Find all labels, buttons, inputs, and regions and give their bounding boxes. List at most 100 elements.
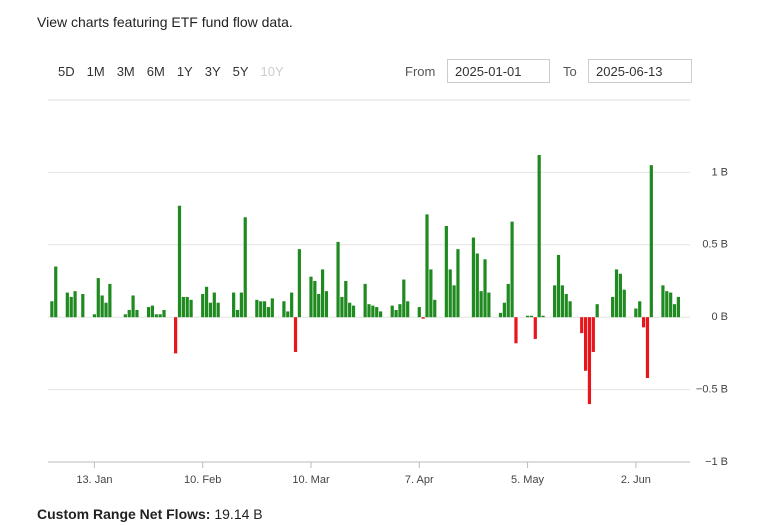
bar <box>181 296 185 318</box>
bar <box>510 221 514 318</box>
x-tick-label: 2. Jun <box>621 474 651 486</box>
bar <box>340 296 344 318</box>
bar <box>475 253 479 318</box>
bar <box>669 292 673 318</box>
bar <box>235 309 240 318</box>
bar <box>483 259 487 318</box>
y-tick-label: 0 B <box>711 311 728 323</box>
bar <box>92 314 97 318</box>
range-button[interactable]: 5D <box>58 64 75 79</box>
page-title: View charts featuring ETF fund flow data… <box>37 14 293 30</box>
bar <box>591 317 595 352</box>
bar <box>81 294 85 318</box>
bar <box>135 309 139 318</box>
bar <box>529 315 534 318</box>
bar <box>456 249 460 318</box>
bar <box>645 317 650 379</box>
bar <box>232 292 236 318</box>
bar <box>146 307 151 318</box>
range-button[interactable]: 5Y <box>232 64 249 79</box>
bar <box>104 302 108 318</box>
bar <box>564 294 568 318</box>
bar <box>479 291 483 318</box>
bar <box>514 317 518 344</box>
bar <box>618 273 622 318</box>
to-label: To <box>563 64 577 79</box>
bar <box>433 299 437 318</box>
bar <box>661 285 665 318</box>
bar <box>282 301 286 318</box>
bar <box>317 294 321 318</box>
from-input[interactable]: 2025-01-01 <box>447 59 550 83</box>
bar <box>123 314 127 318</box>
bar <box>375 307 379 318</box>
y-tick-label: 0.5 B <box>702 239 728 251</box>
bar <box>537 155 541 318</box>
bar <box>216 302 220 318</box>
bar <box>266 307 271 318</box>
bar <box>293 317 298 352</box>
bar <box>367 304 371 318</box>
bar <box>614 269 619 318</box>
bar <box>487 292 491 318</box>
bar <box>344 281 348 318</box>
range-button[interactable]: 3M <box>116 64 135 79</box>
bar <box>324 291 329 318</box>
bar <box>568 301 572 318</box>
range-button[interactable]: 6M <box>146 64 165 79</box>
bar <box>189 299 193 318</box>
bar <box>351 305 356 318</box>
bar <box>255 299 259 318</box>
bar <box>595 304 599 318</box>
range-button[interactable]: 3Y <box>204 64 221 79</box>
bar <box>204 286 209 318</box>
bar <box>444 225 448 318</box>
bar <box>212 292 216 318</box>
bar <box>313 281 317 318</box>
to-input[interactable]: 2025-06-13 <box>588 59 692 83</box>
bar <box>309 276 313 318</box>
bar <box>96 278 100 318</box>
range-button: 10Y <box>260 64 284 79</box>
bar <box>398 304 402 318</box>
bar <box>154 314 158 318</box>
bar <box>452 285 456 318</box>
bar <box>533 317 537 339</box>
x-tick-label: 10. Mar <box>292 474 330 486</box>
bar <box>379 311 383 318</box>
bar <box>611 296 615 318</box>
bar <box>201 294 205 318</box>
bar <box>162 309 166 318</box>
bar <box>676 296 680 318</box>
bar <box>158 314 162 318</box>
bar <box>448 269 452 318</box>
bar <box>587 317 592 405</box>
footer: Custom Range Net Flows: 19.14 B <box>37 506 263 522</box>
bar <box>665 291 669 318</box>
bar <box>406 301 410 318</box>
bar <box>560 285 564 318</box>
bar <box>363 283 367 318</box>
bar <box>290 292 294 318</box>
bar <box>259 301 263 318</box>
bar <box>73 291 77 318</box>
range-button[interactable]: 1M <box>86 64 105 79</box>
bar <box>498 312 503 318</box>
bar <box>429 269 433 318</box>
bar <box>425 214 429 318</box>
bar <box>471 237 476 318</box>
range-button[interactable]: 1Y <box>176 64 193 79</box>
bar <box>525 315 530 318</box>
bar <box>208 302 213 318</box>
y-tick-label: −0.5 B <box>696 384 728 396</box>
bar <box>371 305 375 318</box>
range-selector: 5D 1M 3M 6M 1Y 3Y 5Y 10Y <box>52 62 290 81</box>
bar <box>108 283 112 318</box>
bar <box>69 296 73 318</box>
x-tick-label: 5. May <box>511 474 545 486</box>
bar <box>583 317 588 371</box>
bar <box>502 302 506 318</box>
bar <box>556 254 561 318</box>
from-label: From <box>405 64 436 79</box>
y-tick-label: −1 B <box>705 456 728 468</box>
